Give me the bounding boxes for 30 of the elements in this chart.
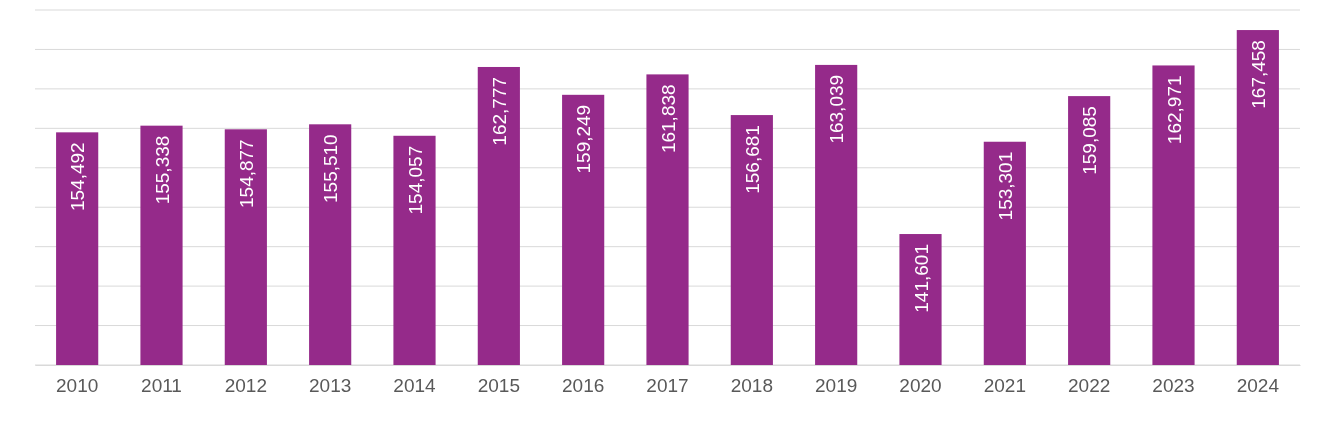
data-label: 162,971 — [1163, 75, 1185, 145]
x-tick-label: 2013 — [309, 375, 352, 397]
data-label: 141,601 — [910, 244, 932, 313]
data-label: 154,057 — [404, 145, 426, 215]
data-label: 154,877 — [235, 139, 257, 208]
x-tick-label: 2012 — [224, 375, 267, 397]
x-tick-label: 2023 — [1152, 375, 1195, 397]
data-label: 153,301 — [994, 151, 1016, 221]
data-label: 163,039 — [826, 74, 848, 144]
x-tick-label: 2016 — [562, 375, 605, 397]
data-label: 159,249 — [573, 104, 595, 174]
data-label: 161,838 — [657, 84, 679, 154]
data-label: 156,681 — [741, 125, 763, 194]
x-tick-label: 2021 — [983, 375, 1026, 397]
x-tick-label: 2018 — [730, 375, 773, 397]
x-tick-label: 2017 — [646, 375, 689, 397]
data-label: 155,510 — [320, 134, 342, 203]
x-tick-label: 2024 — [1236, 375, 1280, 397]
x-tick-label: 2019 — [815, 375, 858, 397]
data-label: 155,338 — [151, 135, 173, 205]
x-tick-label: 2014 — [393, 375, 437, 397]
data-label: 167,458 — [1247, 40, 1269, 109]
x-tick-label: 2010 — [56, 375, 99, 397]
x-tick-label: 2011 — [141, 375, 182, 397]
data-label: 154,492 — [67, 142, 89, 212]
data-label: 159,085 — [1079, 106, 1101, 175]
data-label: 162,777 — [488, 76, 510, 146]
x-tick-label: 2022 — [1068, 375, 1111, 397]
x-tick-label: 2020 — [899, 375, 942, 397]
x-tick-label: 2015 — [477, 375, 520, 397]
